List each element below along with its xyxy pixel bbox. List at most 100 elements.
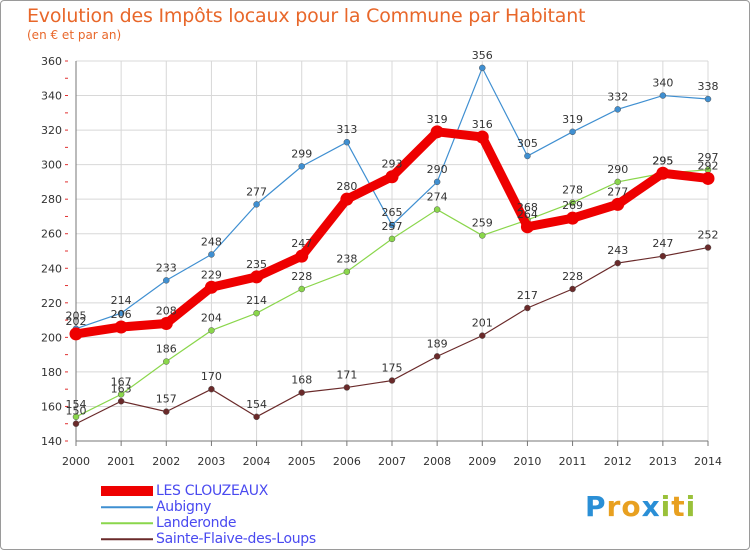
- x-tick-label: 2012: [604, 455, 632, 468]
- data-label-les-clouzeaux: 280: [336, 180, 357, 193]
- data-label-landeronde: 290: [607, 163, 628, 176]
- legend-swatch: [101, 486, 153, 496]
- data-point-les-clouzeaux: [159, 317, 173, 331]
- data-label-sainte-flaive-des-loups: 243: [607, 244, 628, 257]
- axis-layer: 140 160 180 200 220 240 260 280 300 320 340 360 2000…: [41, 55, 722, 468]
- data-label-sainte-flaive-des-loups: 252: [698, 229, 719, 242]
- data-label-les-clouzeaux: 269: [562, 199, 583, 212]
- data-label-les-clouzeaux: 293: [382, 158, 403, 171]
- logo-letter: x: [641, 490, 661, 523]
- x-tick-label: 2002: [152, 455, 180, 468]
- data-point-les-clouzeaux: [611, 197, 625, 211]
- x-tick-label: 2000: [62, 455, 90, 468]
- data-point-les-clouzeaux: [114, 320, 128, 334]
- x-tick-label: 2003: [197, 455, 225, 468]
- logo-letter: o: [621, 490, 642, 523]
- data-label-sainte-flaive-des-loups: 157: [156, 393, 177, 406]
- data-label-les-clouzeaux: 277: [607, 185, 628, 198]
- data-point-les-clouzeaux: [656, 166, 670, 180]
- legend-swatch: [101, 522, 153, 524]
- logo-letter: i: [660, 490, 672, 523]
- data-label-les-clouzeaux: 235: [246, 258, 267, 271]
- data-point-aubigny: [343, 138, 351, 146]
- x-tick-label: 2007: [378, 455, 406, 468]
- data-point-les-clouzeaux: [701, 171, 715, 185]
- data-point-landeronde: [298, 285, 305, 293]
- data-label-landeronde: 214: [246, 294, 267, 307]
- data-label-layer: 205 214 233 248 277 299 313 265 290 356 305 319 332 3…: [66, 49, 719, 418]
- data-label-sainte-flaive-des-loups: 163: [111, 382, 132, 395]
- data-point-sainte-flaive-des-loups: [72, 420, 80, 427]
- data-label-landeronde: 167: [111, 375, 132, 388]
- data-point-sainte-flaive-des-loups: [614, 259, 621, 267]
- data-point-sainte-flaive-des-loups: [298, 389, 305, 396]
- data-point-aubigny: [704, 95, 712, 103]
- x-tick-label: 2014: [694, 455, 722, 468]
- data-point-les-clouzeaux: [385, 170, 399, 184]
- data-point-sainte-flaive-des-loups: [117, 398, 125, 405]
- logo-letter: t: [671, 490, 686, 523]
- data-label-sainte-flaive-des-loups: 217: [517, 289, 538, 302]
- data-label-sainte-flaive-des-loups: 228: [562, 270, 583, 283]
- data-label-landeronde: 295: [652, 154, 673, 167]
- data-point-landeronde: [72, 413, 80, 421]
- data-point-aubigny: [388, 221, 396, 229]
- data-point-aubigny: [117, 309, 125, 317]
- data-point-landeronde: [163, 358, 170, 365]
- data-label-landeronde: 186: [156, 343, 177, 356]
- x-tick-label: 2001: [107, 455, 135, 468]
- legend-label: LES CLOUZEAUX: [156, 483, 269, 499]
- y-tick-label: 360: [41, 55, 62, 68]
- y-tick-label: 280: [41, 193, 62, 206]
- data-label-aubigny: 313: [336, 123, 357, 136]
- data-label-landeronde: 297: [698, 151, 719, 164]
- data-point-sainte-flaive-des-loups: [704, 244, 712, 251]
- x-tick-label: 2005: [288, 455, 316, 468]
- chart-subtitle: (en € et par an): [27, 28, 122, 42]
- data-label-sainte-flaive-des-loups: 189: [427, 337, 448, 350]
- data-label-sainte-flaive-des-loups: 168: [291, 374, 312, 387]
- data-label-les-clouzeaux: 206: [111, 308, 132, 321]
- data-point-landeronde: [614, 178, 621, 186]
- data-label-aubigny: 290: [427, 163, 448, 176]
- data-point-les-clouzeaux: [566, 211, 580, 225]
- data-point-sainte-flaive-des-loups: [163, 408, 170, 415]
- data-point-landeronde: [388, 235, 396, 243]
- y-tick-label: 200: [41, 331, 62, 344]
- x-tick-label: 2011: [559, 455, 587, 468]
- data-point-les-clouzeaux: [69, 327, 83, 341]
- data-point-les-clouzeaux: [475, 130, 489, 144]
- x-tick-label: 2013: [649, 455, 677, 468]
- data-label-aubigny: 319: [562, 113, 583, 126]
- data-point-landeronde: [253, 309, 260, 317]
- data-point-les-clouzeaux: [295, 249, 309, 263]
- data-label-sainte-flaive-des-loups: 171: [336, 368, 357, 381]
- data-point-aubigny: [524, 152, 531, 160]
- data-label-sainte-flaive-des-loups: 175: [382, 362, 403, 375]
- data-label-les-clouzeaux: 229: [201, 268, 222, 281]
- data-label-landeronde: 238: [336, 253, 357, 266]
- y-tick-label: 340: [41, 90, 62, 103]
- data-label-aubigny: 277: [246, 185, 267, 198]
- data-label-les-clouzeaux: 295: [652, 154, 673, 167]
- data-point-aubigny: [659, 92, 667, 99]
- data-label-landeronde: 268: [517, 201, 538, 214]
- data-label-les-clouzeaux: 316: [472, 118, 493, 131]
- data-point-sainte-flaive-des-loups: [524, 304, 531, 312]
- legend-label: Sainte-Flaive-des-Loups: [156, 531, 316, 547]
- data-label-landeronde: 278: [562, 184, 583, 197]
- x-tick-label: 2008: [423, 455, 451, 468]
- data-point-sainte-flaive-des-loups: [433, 353, 441, 360]
- data-label-aubigny: 305: [517, 137, 538, 150]
- data-label-landeronde: 259: [472, 216, 493, 229]
- data-point-sainte-flaive-des-loups: [208, 385, 215, 393]
- y-tick-label: 140: [41, 435, 62, 448]
- data-point-aubigny: [298, 163, 305, 170]
- data-point-aubigny: [208, 251, 215, 258]
- data-point-aubigny: [479, 64, 486, 72]
- data-point-sainte-flaive-des-loups: [569, 285, 576, 293]
- x-tick-label: 2004: [243, 455, 271, 468]
- legend-label: Aubigny: [156, 499, 212, 515]
- data-point-landeronde: [433, 206, 441, 213]
